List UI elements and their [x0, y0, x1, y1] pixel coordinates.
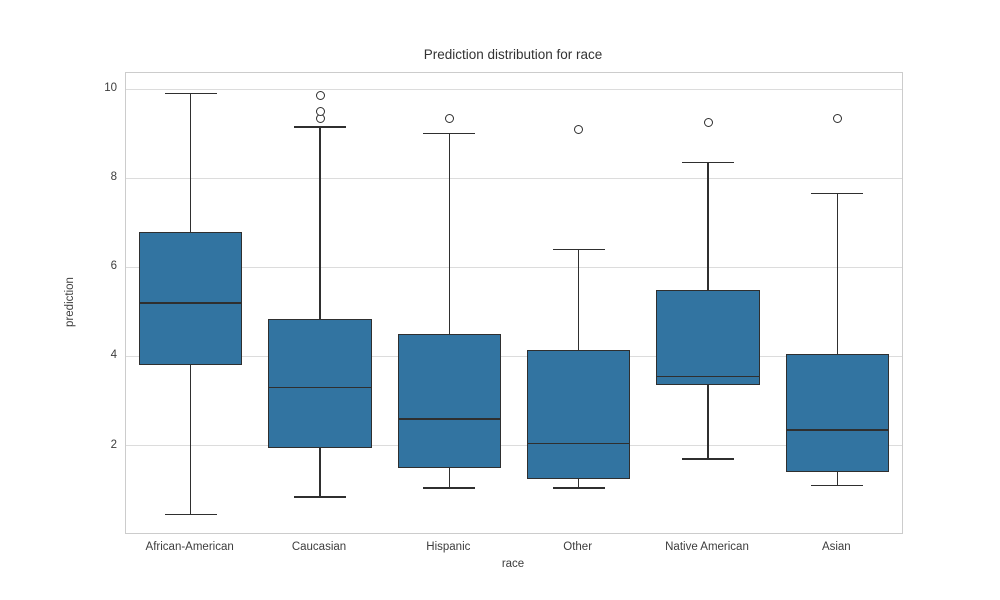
- box-whisker-upper: [189, 93, 192, 232]
- whisker-cap-bottom: [682, 458, 734, 460]
- whisker-cap-top: [552, 248, 605, 251]
- box-whisker-lower: [448, 467, 451, 488]
- gridline: [126, 445, 902, 447]
- chart-title: Prediction distribution for race: [423, 47, 603, 62]
- x-tick-label: Asian: [821, 541, 851, 553]
- whisker-cap-top: [294, 126, 346, 128]
- median-line: [138, 302, 243, 304]
- box-whisker-upper: [707, 162, 709, 290]
- whisker-cap-bottom: [164, 514, 217, 516]
- whisker-cap-top: [164, 92, 217, 95]
- outlier-point: [315, 106, 325, 116]
- box-whisker-lower: [189, 365, 192, 515]
- box-whisker-upper: [577, 249, 580, 350]
- x-tick-label: Hispanic: [426, 541, 471, 553]
- box-whisker-upper: [836, 193, 839, 355]
- gridline: [126, 355, 902, 357]
- box-whisker-lower: [836, 472, 839, 486]
- box-whisker-lower: [319, 447, 321, 497]
- median-line: [526, 442, 631, 445]
- x-tick-label: Other: [563, 541, 593, 553]
- x-tick-label: Native American: [665, 541, 749, 553]
- y-tick-label: 6: [110, 260, 117, 273]
- median-line: [397, 418, 502, 420]
- y-tick-label: 2: [110, 438, 117, 451]
- y-tick-label: 10: [104, 82, 117, 95]
- whisker-cap-top: [811, 193, 864, 195]
- outlier-point: [703, 117, 713, 127]
- box-whisker-lower: [707, 385, 709, 459]
- box-whisker-upper: [448, 133, 451, 335]
- whisker-cap-top: [682, 161, 734, 164]
- box: [656, 289, 760, 386]
- whisker-cap-bottom: [423, 487, 476, 489]
- gridline: [126, 266, 902, 268]
- whisker-cap-bottom: [811, 485, 864, 487]
- box: [785, 354, 890, 473]
- plot-area: [125, 72, 903, 534]
- median-line: [656, 375, 760, 378]
- x-axis-label: race: [501, 558, 525, 570]
- y-tick-label: 4: [110, 349, 117, 362]
- outlier-point: [574, 124, 584, 134]
- gridline: [126, 88, 902, 90]
- box-whisker-upper: [319, 126, 321, 319]
- outlier-point: [315, 91, 325, 101]
- x-tick-label: Caucasian: [291, 541, 347, 553]
- whisker-cap-top: [423, 132, 476, 135]
- whisker-cap-bottom: [294, 496, 346, 498]
- box: [397, 334, 502, 468]
- box-whisker-lower: [577, 479, 580, 488]
- box: [268, 318, 372, 448]
- box: [138, 231, 243, 366]
- y-axis-label: prediction: [64, 277, 76, 327]
- x-tick-label: African-American: [145, 541, 234, 553]
- median-line: [785, 429, 890, 431]
- outlier-point: [832, 113, 842, 123]
- whisker-cap-bottom: [552, 487, 605, 489]
- median-line: [268, 386, 372, 389]
- outlier-point: [444, 113, 454, 123]
- gridline: [126, 177, 902, 179]
- box: [526, 349, 631, 480]
- y-tick-label: 8: [110, 171, 117, 184]
